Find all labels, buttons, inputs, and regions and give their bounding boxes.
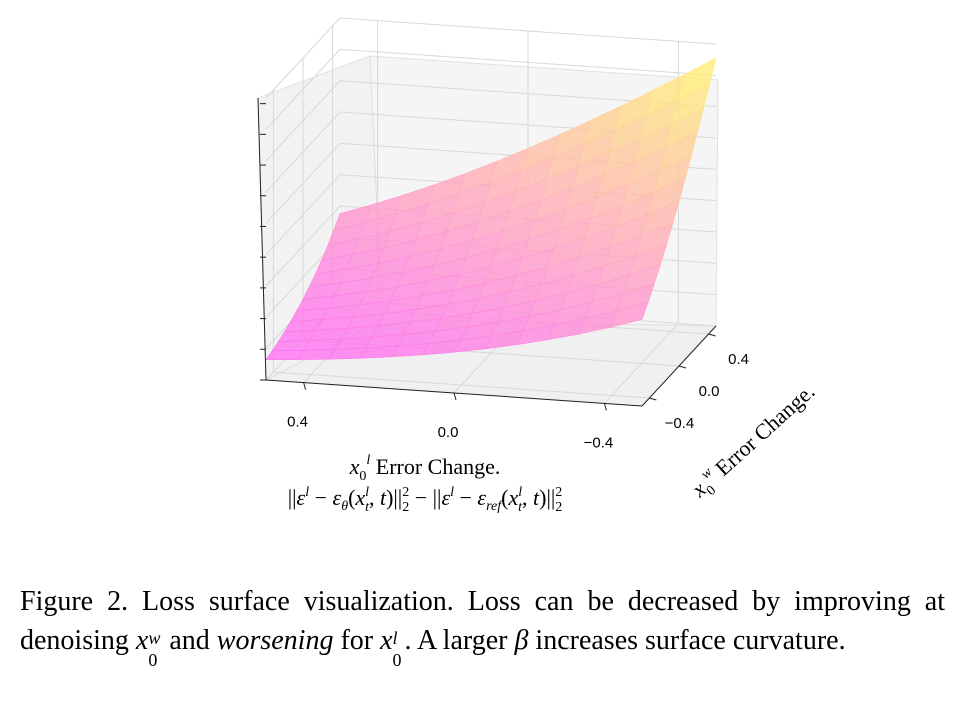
caption-emph: worsening: [216, 625, 334, 656]
x-tick: [303, 382, 307, 390]
x-axis-label: x0l Error Change.: [349, 453, 501, 484]
caption-beta: β: [514, 625, 529, 656]
surface-cell: [610, 301, 649, 328]
y-tick-label: 0.4: [728, 351, 749, 368]
x-tick-label: 0.0: [438, 424, 459, 441]
y-tick: [708, 333, 716, 337]
x-tick-label: −0.4: [584, 434, 614, 451]
z-ticks: [260, 103, 266, 381]
y-tick: [678, 365, 687, 369]
surface-mesh: [265, 57, 717, 361]
x-tick-label: 0.4: [287, 414, 308, 431]
z-axis-line: [257, 97, 267, 381]
y-tick-label: −0.4: [665, 415, 695, 432]
loss-surface-plot: 0.40.0−0.4 0.40.0−0.4 x0l Error Change. …: [257, 17, 819, 515]
caption-lead: Figure 2. Loss surface visualization. Lo…: [20, 586, 945, 656]
caption-math-xw: x: [135, 625, 149, 656]
figure-caption: Figure 2. Loss surface visualization. Lo…: [20, 586, 945, 670]
x-ticks: 0.4 0.0 −0.4: [287, 382, 614, 451]
x-tick: [603, 403, 607, 411]
grid-line: [273, 371, 650, 399]
caption-math-xl: x: [380, 625, 393, 656]
y-ticks: 0.4 0.0−0.4: [649, 333, 749, 432]
y-tick: [649, 397, 657, 401]
x-axis-sublabel: ||εl − εθ(xl t, t)||2 2 − ||εl − εref(xl t,…: [288, 485, 563, 515]
x-tick: [453, 392, 457, 401]
y-tick-label: 0.0: [699, 383, 720, 400]
